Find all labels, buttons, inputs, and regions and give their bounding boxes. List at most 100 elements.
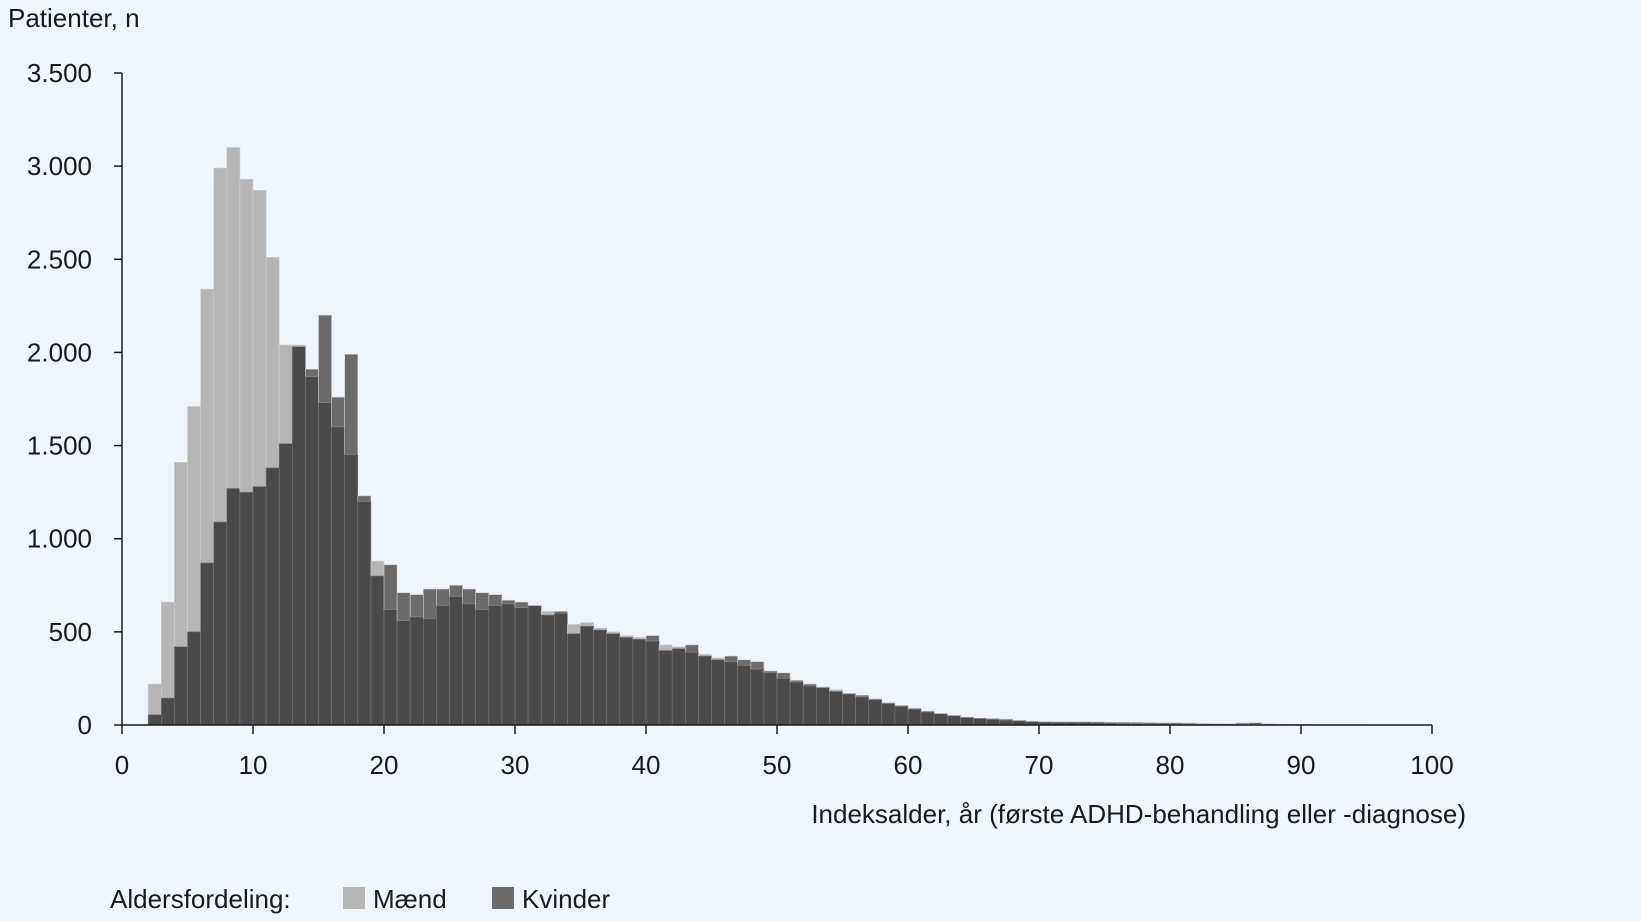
y-tick-label: 500 [49, 617, 92, 647]
bar-overlap-age-16 [331, 426, 346, 726]
bar-overlap-age-39 [632, 639, 647, 726]
y-tick-label: 2.500 [27, 244, 92, 274]
bar-overlap-age-58 [881, 703, 896, 726]
x-tick-label: 10 [239, 750, 268, 780]
bar-kvinder-age-43 [684, 644, 699, 653]
bar-maend-age-41 [658, 644, 673, 651]
bar-kvinder-age-24 [436, 588, 450, 607]
bar-overlap-age-15 [318, 402, 332, 726]
bar-overlap-age-60 [907, 708, 922, 726]
bar-overlap-age-40 [645, 640, 660, 726]
bar-kvinder-age-21 [396, 592, 411, 621]
legend-title: Aldersfordeling: [110, 884, 291, 914]
bar-overlap-age-34 [567, 633, 581, 726]
bar-overlap-age-4 [174, 646, 188, 726]
bar-maend-age-35 [580, 622, 594, 627]
bar-overlap-age-43 [684, 652, 699, 726]
x-tick-label: 0 [115, 750, 129, 780]
bar-overlap-age-22 [409, 616, 424, 726]
y-tick-label: 2.000 [27, 337, 92, 367]
bar-kvinder-age-28 [488, 594, 503, 607]
bar-kvinder-age-29 [501, 599, 516, 605]
bar-overlap-age-61 [920, 711, 935, 726]
bar-overlap-age-5 [187, 631, 201, 726]
bar-overlap-age-6 [200, 562, 215, 726]
bar-overlap-age-42 [671, 648, 686, 726]
x-tick-label: 30 [501, 750, 530, 780]
bar-overlap-age-65 [973, 718, 987, 726]
bar-overlap-age-31 [527, 605, 542, 726]
bar-overlap-age-30 [514, 607, 529, 726]
bar-overlap-age-57 [868, 699, 883, 726]
bar-maend-age-5 [187, 406, 201, 633]
y-axis-title: Patienter, n [8, 3, 140, 33]
x-tick-label: 90 [1287, 750, 1316, 780]
bar-kvinder-age-17 [344, 353, 359, 456]
bar-kvinder-age-46 [724, 655, 738, 662]
bar-overlap-age-47 [737, 665, 752, 726]
bar-overlap-age-54 [829, 691, 843, 726]
bar-overlap-age-17 [344, 454, 359, 726]
bar-overlap-age-12 [278, 443, 293, 726]
x-tick-label: 70 [1025, 750, 1054, 780]
bar-maend-age-3 [161, 601, 175, 699]
bar-overlap-age-3 [161, 697, 175, 726]
bar-overlap-age-53 [815, 687, 830, 726]
bar-maend-age-19 [370, 560, 385, 577]
bar-overlap-age-50 [776, 678, 791, 726]
x-tick-label: 100 [1410, 750, 1453, 780]
bar-kvinder-age-30 [514, 601, 529, 608]
bar-overlap-age-36 [593, 629, 607, 726]
bar-kvinder-age-16 [331, 396, 346, 428]
legend: Aldersfordeling: Mænd Kvinder [110, 884, 610, 914]
bar-overlap-age-27 [475, 609, 490, 726]
bar-kvinder-age-27 [475, 592, 490, 610]
bar-overlap-age-52 [802, 685, 817, 726]
bar-maend-age-10 [252, 190, 267, 487]
x-tick-label: 60 [894, 750, 923, 780]
y-tick-label: 0 [78, 710, 92, 740]
bar-overlap-age-26 [462, 603, 477, 726]
bar-maend-age-8 [226, 147, 241, 489]
bar-overlap-age-66 [986, 719, 1000, 726]
y-tick-label: 1.500 [27, 431, 92, 461]
legend-label-kvinder: Kvinder [522, 884, 610, 914]
bar-maend-age-34 [567, 624, 581, 635]
x-tick-label: 50 [763, 750, 792, 780]
bar-maend-age-12 [278, 344, 293, 445]
bar-overlap-age-11 [265, 467, 280, 726]
bars-layer [147, 147, 1393, 726]
bar-overlap-age-41 [658, 650, 673, 726]
bar-overlap-age-56 [855, 696, 869, 726]
bar-maend-age-11 [265, 257, 280, 469]
bar-overlap-age-18 [357, 501, 372, 726]
bar-kvinder-age-40 [645, 635, 660, 642]
bar-maend-age-4 [174, 462, 188, 648]
bar-overlap-age-37 [606, 633, 621, 726]
legend-swatch-kvinder [492, 887, 514, 909]
x-tick-label: 40 [632, 750, 661, 780]
x-axis-title: Indeksalder, år (første ADHD-behandling … [811, 799, 1466, 829]
bar-overlap-age-23 [422, 618, 437, 726]
bar-overlap-age-51 [789, 681, 804, 726]
bar-kvinder-age-15 [318, 314, 332, 404]
bar-kvinder-age-23 [422, 588, 437, 620]
bar-overlap-age-32 [540, 614, 555, 726]
bar-kvinder-age-22 [409, 594, 424, 618]
bar-maend-age-6 [200, 288, 215, 564]
bar-overlap-age-62 [933, 713, 948, 726]
y-tick-label: 1.000 [27, 524, 92, 554]
x-tick-label: 80 [1156, 750, 1185, 780]
bar-kvinder-age-48 [750, 661, 765, 670]
bar-overlap-age-44 [698, 655, 712, 726]
bar-overlap-age-35 [580, 625, 594, 726]
bar-overlap-age-25 [449, 596, 463, 726]
bar-overlap-age-8 [226, 488, 241, 726]
bar-overlap-age-9 [239, 491, 254, 726]
bar-overlap-age-10 [252, 486, 267, 726]
bar-overlap-age-45 [711, 659, 725, 726]
bar-maend-age-32 [540, 611, 555, 616]
bar-overlap-age-48 [750, 668, 765, 726]
